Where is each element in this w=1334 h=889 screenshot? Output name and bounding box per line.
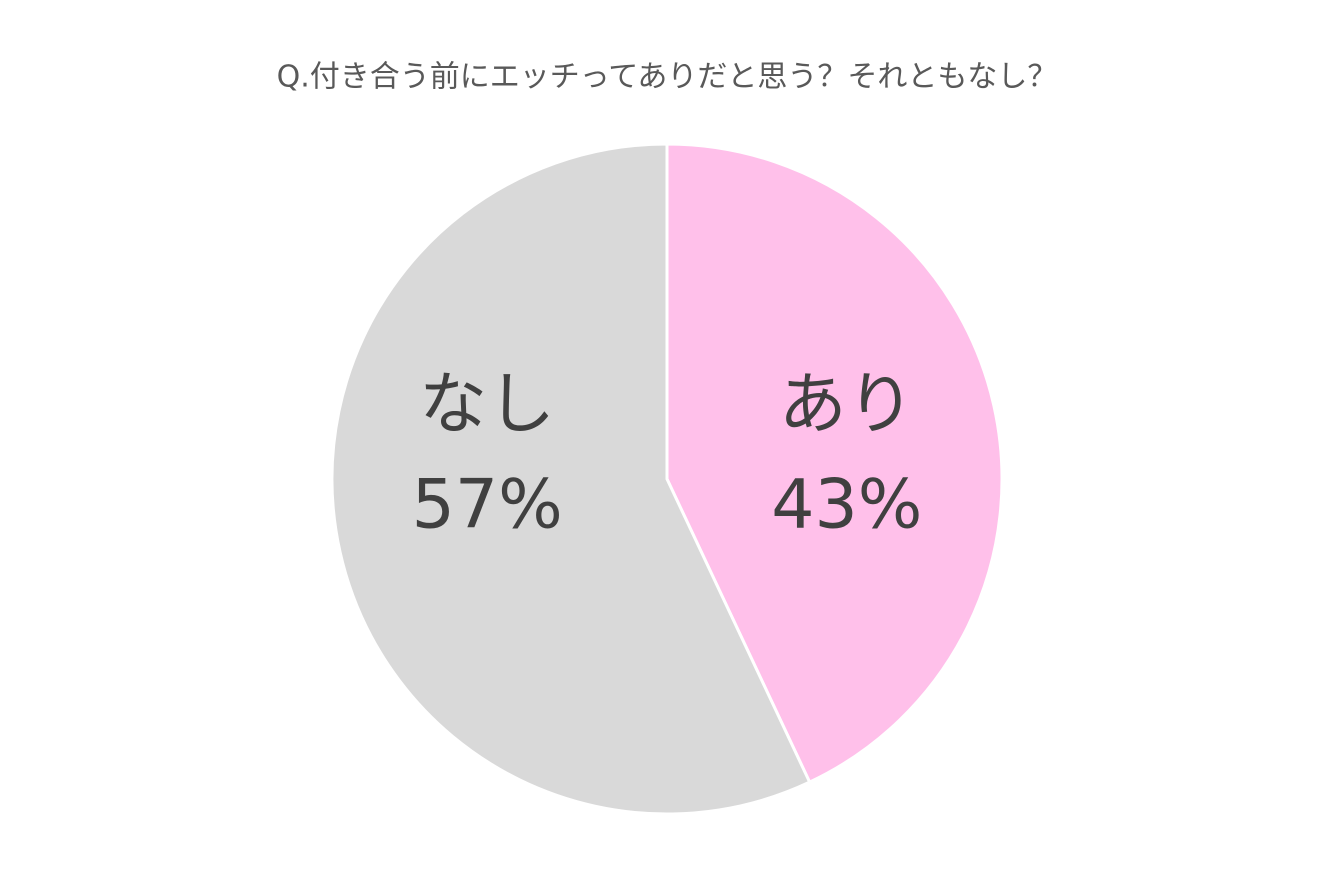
slice-category-label: なし	[419, 366, 555, 445]
pie-slice	[330, 142, 812, 816]
slice-category-label: あり	[779, 366, 915, 445]
chart-title: Q.付き合う前にエッチってありだと思う？それともなし？	[277, 60, 1058, 95]
slice-value-label: 57%	[412, 466, 563, 545]
slice-value-label: 43%	[771, 466, 922, 545]
pie-slice	[665, 142, 1004, 785]
